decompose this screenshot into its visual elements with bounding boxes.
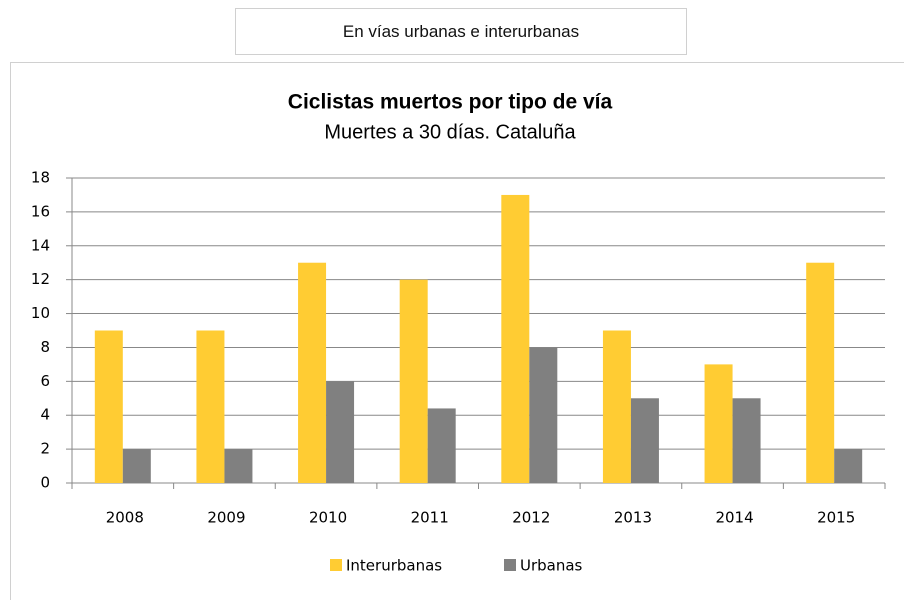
bar [122,449,151,483]
bar [224,449,253,483]
chart-panel [10,62,904,600]
y-tick-label: 8 [40,338,50,356]
header-button[interactable]: En vías urbanas e interurbanas [235,8,687,55]
y-tick-label: 4 [40,406,50,424]
bar [427,408,456,483]
y-tick-label: 6 [40,372,50,390]
bar [298,262,327,483]
x-tick-label: 2013 [614,509,652,527]
bar [196,330,225,483]
y-tick-label: 0 [40,474,50,492]
chart-subtitle: Muertes a 30 días. Cataluña [324,121,576,143]
chart-title: Ciclistas muertos por tipo de vía [288,91,613,114]
legend-swatch [504,559,516,571]
bar [529,347,558,483]
bar [501,194,530,483]
x-tick-label: 2011 [411,509,449,527]
legend-label: Urbanas [520,557,583,575]
bar [732,398,761,483]
y-tick-label: 14 [31,236,50,254]
y-tick-label: 18 [31,169,50,187]
legend-label: Interurbanas [346,557,442,575]
bar [94,330,123,483]
bar [602,330,631,483]
y-tick-label: 16 [31,202,50,220]
y-tick-label: 10 [31,304,50,322]
bar [834,449,863,483]
x-tick-label: 2012 [512,509,550,527]
x-tick-label: 2009 [207,509,245,527]
bar [399,279,428,483]
y-tick-label: 12 [31,270,50,288]
bar [806,262,835,483]
bar [326,381,355,483]
x-tick-label: 2015 [817,509,855,527]
y-tick-label: 2 [40,440,50,458]
legend-swatch [330,559,342,571]
bar [630,398,659,483]
x-tick-label: 2008 [106,509,144,527]
x-tick-label: 2010 [309,509,347,527]
bar [704,364,733,483]
x-tick-label: 2014 [715,509,753,527]
